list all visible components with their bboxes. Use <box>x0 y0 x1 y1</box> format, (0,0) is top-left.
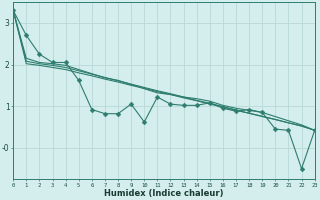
X-axis label: Humidex (Indice chaleur): Humidex (Indice chaleur) <box>104 189 224 198</box>
